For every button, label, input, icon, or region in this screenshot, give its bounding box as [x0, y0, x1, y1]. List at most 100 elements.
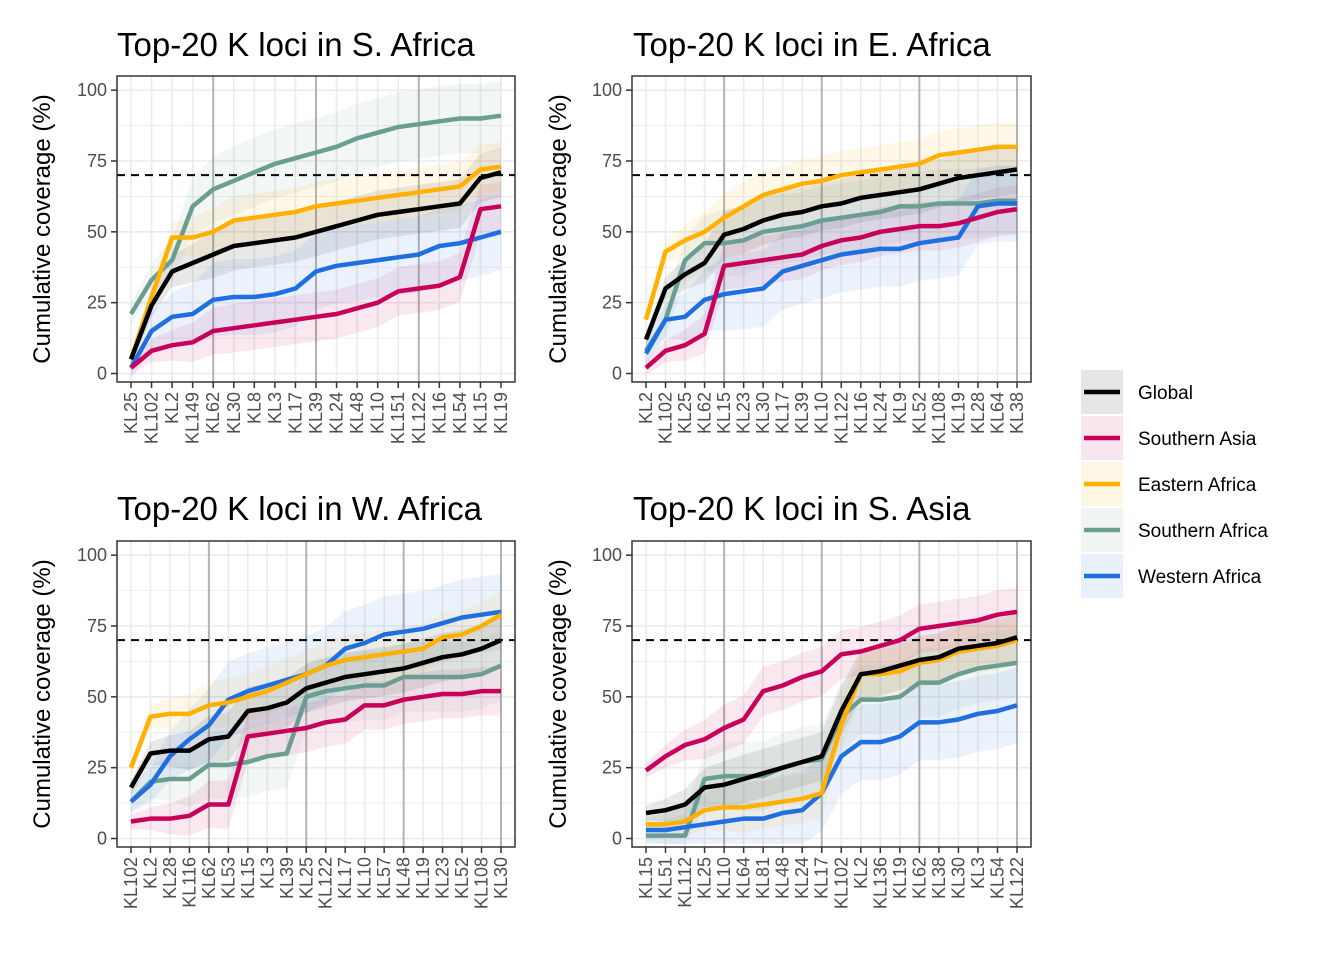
panel-border [631, 75, 1032, 383]
x-tick-label: KL2 [636, 392, 656, 424]
x-axis: KL102 KL2 KL28 KL116 KL62 KL53 KL15 KL3 KL39 KL25… [121, 847, 511, 909]
confidence-ribbons [646, 122, 1017, 376]
series-line-western-africa [646, 703, 1018, 833]
x-axis: KL15 KL51 KL112 KL25 KL10 KL64 KL81 KL48 KL24 KL1… [636, 847, 1027, 909]
ribbon-eastern-africa [131, 590, 501, 775]
y-tick-label: 75 [602, 616, 622, 636]
x-tick-label: KL19 [491, 392, 511, 434]
legend-item-global: Global [1081, 370, 1193, 414]
x-tick-label: KL24 [792, 857, 812, 899]
x-tick-label: KL122 [316, 857, 336, 909]
series-line-eastern-africa [128, 612, 503, 769]
x-tick-label: KL48 [394, 857, 414, 899]
ribbon-southern-asia [646, 587, 1017, 778]
x-tick-label: KL62 [909, 857, 929, 899]
panel-title: Top-20 K loci in W. Africa [117, 490, 483, 527]
x-tick-label: KL25 [296, 857, 316, 899]
x-tick-label: KL38 [929, 857, 949, 899]
x-tick-label: KL10 [714, 857, 734, 899]
panel-title: Top-20 K loci in E. Africa [633, 26, 991, 63]
x-tick-label: KL53 [218, 857, 238, 899]
y-tick-label: 25 [87, 293, 107, 313]
series-line-western-africa [129, 229, 502, 369]
legend-item-western-africa: Western Africa [1081, 554, 1262, 598]
series-line-southern-asia [130, 688, 501, 824]
x-tick-label: KL116 [179, 857, 199, 908]
series-line-southern-asia [644, 609, 1018, 773]
x-tick-label: KL15 [636, 857, 656, 899]
panel-title: Top-20 K loci in S. Asia [633, 490, 971, 527]
x-tick-label: KL15 [714, 392, 734, 434]
x-tick-label: KL112 [675, 857, 695, 908]
x-tick-label: KL2 [140, 857, 160, 889]
y-tick-label: 25 [602, 758, 622, 778]
series-lines [128, 609, 503, 824]
ribbon-global [131, 147, 501, 367]
y-tick-label: 0 [612, 829, 622, 849]
x-tick-label: KL54 [450, 392, 470, 434]
series-line-global [128, 170, 502, 361]
x-tick-label: KL62 [695, 392, 715, 434]
x-tick-label: KL39 [277, 857, 297, 899]
x-tick-label: KL3 [265, 392, 285, 424]
series-line-global [645, 635, 1018, 816]
x-tick-label: KL102 [121, 857, 141, 909]
y-tick-label: 25 [87, 758, 107, 778]
x-tick-label: KL136 [870, 857, 890, 909]
x-tick-label: KL102 [142, 392, 162, 444]
x-tick-label: KL28 [160, 857, 180, 899]
series-line-southern-asia [644, 206, 1018, 370]
x-tick-label: KL24 [327, 392, 347, 434]
y-tick-label: 0 [612, 364, 622, 384]
series-lines [128, 113, 502, 370]
x-tick-label: KL19 [890, 857, 910, 899]
y-tick-label: 50 [602, 687, 622, 707]
x-tick-label: KL64 [734, 857, 754, 899]
ribbon-global [646, 612, 1017, 822]
x-tick-label: KL24 [870, 392, 890, 434]
x-tick-label: KL30 [753, 392, 773, 434]
x-tick-label: KL25 [121, 392, 141, 434]
ribbon-eastern-africa [131, 142, 501, 367]
y-tick-label: 50 [602, 222, 622, 242]
series-line-southern-asia [129, 204, 502, 370]
y-tick-label: 75 [87, 616, 107, 636]
legend-item-eastern-africa: Eastern Africa [1081, 462, 1257, 506]
legend-label: Southern Asia [1138, 429, 1257, 450]
y-tick-label: 0 [97, 829, 107, 849]
x-tick-label: KL62 [199, 857, 219, 899]
x-tick-label: KL3 [257, 857, 277, 889]
x-tick-label: KL28 [968, 392, 988, 434]
y-tick-label: 100 [77, 545, 107, 565]
x-tick-label: KL30 [224, 392, 244, 434]
series-lines [643, 144, 1018, 370]
ribbon-eastern-africa [646, 615, 1017, 837]
legend-item-southern-africa: Southern Africa [1081, 508, 1268, 552]
series-line-southern-africa [644, 198, 1017, 353]
x-tick-label: KL149 [183, 392, 203, 444]
x-tick-label: KL48 [347, 392, 367, 434]
x-tick-label: KL15 [470, 392, 490, 434]
ribbon-southern-asia [646, 184, 1017, 376]
y-tick-label: 100 [592, 545, 622, 565]
legend-label: Southern Africa [1138, 521, 1268, 542]
x-tick-label: KL17 [335, 857, 355, 899]
x-tick-label: KL62 [203, 392, 223, 434]
panel-title: Top-20 K loci in S. Africa [117, 26, 475, 63]
x-tick-label: KL48 [773, 857, 793, 899]
series-line-global [643, 167, 1018, 341]
x-tick-label: KL108 [472, 857, 492, 909]
x-tick-label: KL102 [831, 857, 851, 909]
x-tick-label: KL8 [244, 392, 264, 424]
x-tick-label: KL3 [968, 857, 988, 889]
ribbon-southern-africa [646, 166, 1017, 362]
y-axis-label: Cumulative coverage (%) [29, 94, 56, 363]
ribbon-western-africa [646, 165, 1017, 366]
x-tick-label: KL151 [388, 392, 408, 444]
x-tick-label: KL108 [929, 392, 949, 444]
x-tick-label: KL122 [1007, 857, 1027, 909]
y-tick-label: 50 [87, 687, 107, 707]
x-tick-label: KL30 [491, 857, 511, 899]
